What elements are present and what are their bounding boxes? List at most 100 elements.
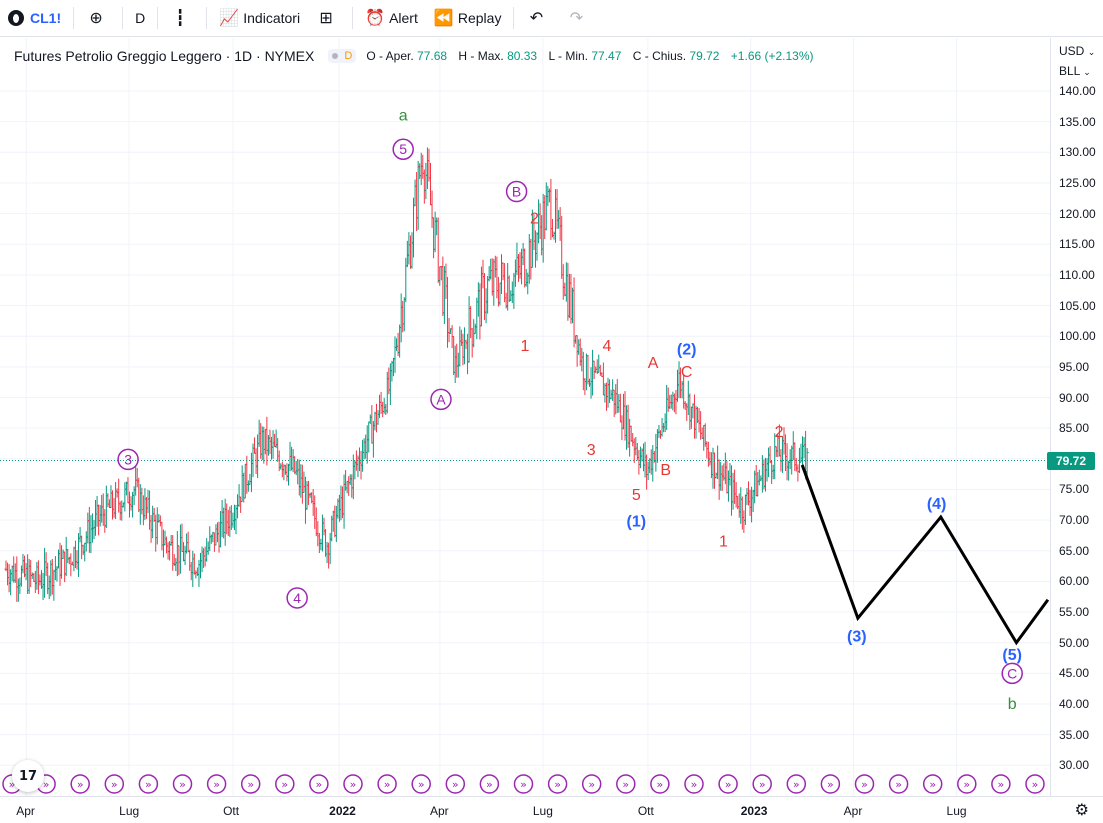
wave-label: C xyxy=(1007,665,1017,681)
time-tick-label: Ott xyxy=(637,804,654,818)
event-marker-icon xyxy=(1025,774,1045,794)
time-tick-label: Lug xyxy=(946,804,967,818)
event-marker-icon xyxy=(240,774,261,794)
divider xyxy=(122,7,124,29)
open-value: 77.68 xyxy=(417,49,448,63)
wave-label: (2) xyxy=(677,342,697,359)
event-marker-glyph: » xyxy=(622,778,629,791)
close-label: C - Chius. xyxy=(632,49,687,63)
event-marker-glyph: » xyxy=(895,778,902,791)
wave-label: 5 xyxy=(632,487,641,504)
low-value: 77.47 xyxy=(591,49,622,63)
rewind-icon: ⏪ xyxy=(433,10,454,27)
event-marker-glyph: » xyxy=(520,778,527,791)
time-tick-label: 2023 xyxy=(740,804,768,818)
wave-label-circle xyxy=(1001,662,1023,685)
event-marker-glyph: » xyxy=(588,778,595,791)
close-value: 79.72 xyxy=(689,49,720,63)
status-dot-icon xyxy=(332,53,339,59)
chart-type-button[interactable]: ┇ xyxy=(162,0,202,37)
wave-label-circle xyxy=(430,388,452,411)
chart-legend: Futures Petrolio Greggio Leggero · 1D · … xyxy=(14,48,814,64)
wave-label: 3 xyxy=(587,442,596,459)
unit-selector[interactable]: BLL ⌄ xyxy=(1059,64,1091,78)
time-tick-label: Lug xyxy=(119,804,140,818)
low-label: L - Min. xyxy=(548,49,589,63)
wave-label-circle xyxy=(286,587,308,609)
price-tick-label: 45.00 xyxy=(1059,666,1090,681)
event-marker-icon xyxy=(275,774,295,794)
price-tick-label: 30.00 xyxy=(1059,758,1090,773)
interval-label: D xyxy=(135,10,146,26)
compare-button[interactable]: ⊕ xyxy=(78,0,118,37)
chevron-down-icon: ⌄ xyxy=(1083,67,1091,77)
ohlc-values: O - Aper. 77.68 H - Max. 80.33 L - Min. … xyxy=(366,49,813,63)
undo-button[interactable]: ↶ xyxy=(518,0,558,37)
wave-label-circle xyxy=(505,180,528,203)
event-marker-glyph: » xyxy=(452,778,459,791)
event-marker-icon xyxy=(206,774,227,794)
wave-label: a xyxy=(399,108,408,125)
event-marker-icon xyxy=(309,774,329,794)
time-axis[interactable]: Apr Lug Ott 2022 Apr Lug Ott 2023 Apr Lug xyxy=(0,796,1103,823)
high-label: H - Max. xyxy=(458,49,504,63)
currency-label: USD xyxy=(1059,44,1085,58)
event-marker-glyph: » xyxy=(179,778,186,791)
badge-label: D xyxy=(344,50,353,62)
top-toolbar: CL1! ⊕ D ┇ 📈 Indicatori ⊞ ⏰ Alert ⏪ Repl… xyxy=(0,0,1103,37)
price-tick-label: 105.00 xyxy=(1059,298,1096,313)
wave-label: (1) xyxy=(627,513,647,530)
time-tick-label: Apr xyxy=(16,804,35,818)
event-marker-icon xyxy=(104,774,125,794)
price-tick-label: 65.00 xyxy=(1059,543,1090,558)
wave-label: 3 xyxy=(124,451,132,467)
divider xyxy=(513,7,515,29)
price-axis[interactable]: USD ⌄ BLL ⌄ 140.00 135.00 130.00 125.00 120.… xyxy=(1050,38,1103,796)
replay-label: Replay xyxy=(457,10,502,26)
projection-path xyxy=(800,464,1050,646)
templates-button[interactable]: ⊞ xyxy=(308,0,348,37)
event-marker-glyph: » xyxy=(316,778,323,791)
symbol-search[interactable]: CL1! xyxy=(0,0,69,37)
undo-icon: ↶ xyxy=(529,10,544,27)
currency-selector[interactable]: USD ⌄ xyxy=(1059,44,1095,58)
symbol-title[interactable]: Futures Petrolio Greggio Leggero · 1D · … xyxy=(14,48,315,64)
event-marker-icon xyxy=(138,774,159,794)
event-marker-icon xyxy=(377,774,397,794)
event-marker-glyph: » xyxy=(213,778,220,791)
price-tick-label: 135.00 xyxy=(1059,114,1096,129)
wave-label: 4 xyxy=(293,590,301,606)
event-marker-glyph: » xyxy=(281,778,288,791)
indicators-button[interactable]: 📈 Indicatori xyxy=(211,0,308,37)
event-marker-icon xyxy=(411,774,431,794)
event-marker-icon xyxy=(479,774,500,794)
event-marker-glyph: » xyxy=(691,778,698,791)
event-marker-glyph: » xyxy=(725,778,732,791)
redo-button[interactable]: ↷ xyxy=(558,0,598,37)
alert-button[interactable]: ⏰ Alert xyxy=(357,0,426,37)
unit-label: BLL xyxy=(1059,64,1080,78)
time-tick-label: Apr xyxy=(429,804,449,818)
event-marker-glyph: » xyxy=(1032,778,1039,791)
event-marker-icon xyxy=(650,774,670,794)
event-marker-icon xyxy=(752,774,772,794)
event-marker-glyph: » xyxy=(793,778,800,791)
tradingview-logo-icon[interactable]: 17 xyxy=(12,760,44,792)
status-badge: D xyxy=(328,49,357,63)
price-tick-label: 55.00 xyxy=(1059,605,1090,620)
interval-button[interactable]: D xyxy=(127,0,153,37)
replay-button[interactable]: ⏪ Replay xyxy=(426,0,510,37)
high-value: 80.33 xyxy=(507,49,538,63)
gear-icon[interactable]: ⚙ xyxy=(1074,802,1089,819)
change-value: +1.66 (+2.13%) xyxy=(730,49,814,63)
divider xyxy=(73,7,75,29)
price-tick-label: 90.00 xyxy=(1059,390,1090,405)
event-marker-icon xyxy=(991,774,1011,794)
redo-icon: ↷ xyxy=(569,10,584,27)
event-marker-glyph: » xyxy=(247,778,254,791)
price-tick-label: 70.00 xyxy=(1059,513,1090,528)
event-marker-glyph: » xyxy=(418,778,425,791)
time-tick-label: 2022 xyxy=(329,804,356,818)
